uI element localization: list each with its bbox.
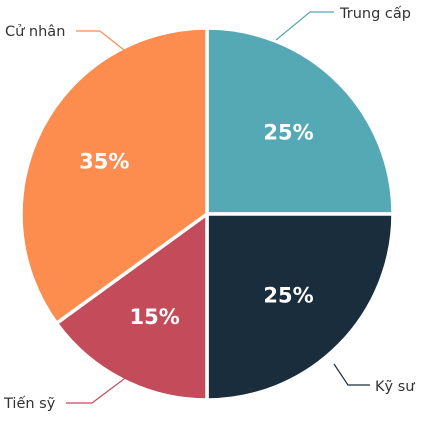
pie-slice-2 [205,212,395,402]
callout-line-1 [275,11,334,41]
slice-category-label-3: Tiến sỹ [3,395,56,412]
slice-category-label-1: Trung cấp [339,6,411,22]
slices-layer [19,26,395,402]
callout-line-3 [66,375,129,404]
callout-line-2 [333,363,370,386]
slice-category-label-4: Cử nhân [5,24,65,40]
labels-layer: 25% 25% 15% 35% [79,120,314,328]
slice-value-label-3: 15% [130,305,180,329]
pie-slice-4 [19,26,209,326]
slice-value-label-1: 25% [263,120,313,144]
pie-slice-1 [205,26,395,216]
callout-line-4 [76,30,125,51]
slice-category-label-2: Kỹ sư [375,379,415,395]
callouts-layer: Trung cấp Kỹ sư Tiến sỹ Cử nhân [3,6,415,412]
slice-value-label-4: 35% [79,150,129,174]
slice-value-label-2: 25% [263,284,313,308]
